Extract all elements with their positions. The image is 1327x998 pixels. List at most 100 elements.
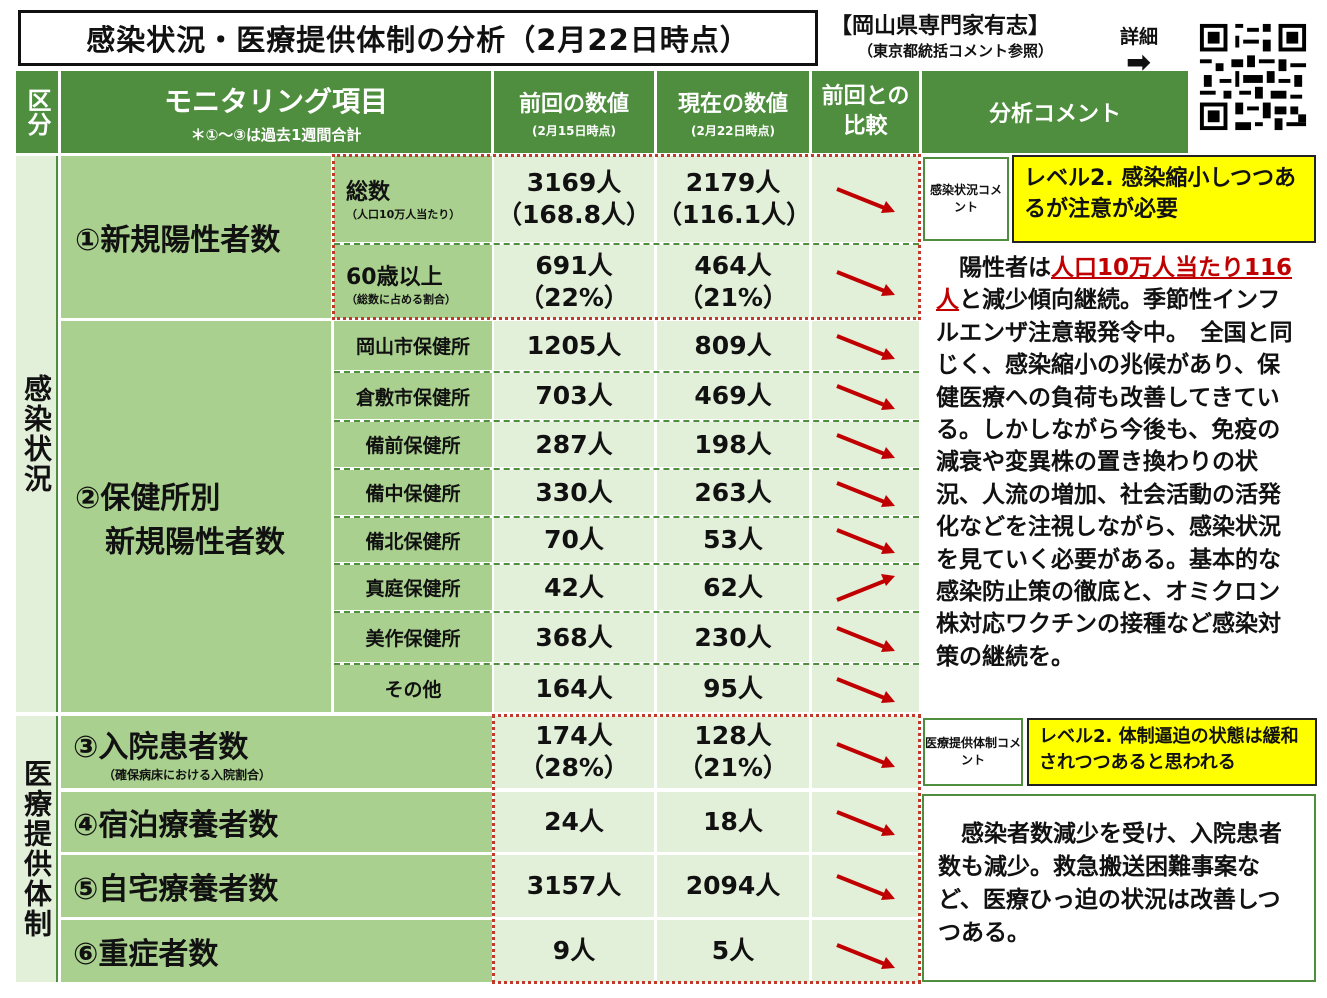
center-row-trend bbox=[812, 470, 919, 515]
lodging-label: ④宿泊療養者数 bbox=[73, 808, 279, 843]
over60-label: 60歳以上 bbox=[346, 265, 443, 290]
qr-code-icon[interactable] bbox=[1196, 20, 1310, 134]
center-curr-value: 809人 bbox=[694, 330, 772, 360]
row-divider bbox=[334, 468, 919, 470]
center-curr-value: 62人 bbox=[703, 572, 763, 602]
center-prev-value: 1205人 bbox=[526, 330, 622, 360]
center-curr-value: 198人 bbox=[694, 429, 772, 459]
total-label: 総数 bbox=[346, 180, 391, 205]
severe-curr: 5人 bbox=[657, 920, 809, 982]
center-prev-value: 287人 bbox=[535, 429, 613, 459]
medical-comment-label-text: 医療提供体制コメント bbox=[925, 736, 1022, 767]
row-divider bbox=[334, 516, 919, 518]
header-category-text: 区分 bbox=[23, 88, 51, 136]
lodging-prev: 24人 bbox=[494, 792, 654, 852]
section-infection-text: 感染状況 bbox=[20, 374, 53, 494]
total-prev: 3169人 （168.8人） bbox=[494, 156, 654, 242]
infection-comment-label: 感染状況コメント bbox=[923, 157, 1009, 241]
hospital-curr-rate: （21%） bbox=[678, 753, 788, 782]
total-curr-rate: （116.1人） bbox=[657, 200, 812, 229]
center-row-prev: 42人 bbox=[494, 565, 654, 610]
center-curr-value: 469人 bbox=[694, 381, 772, 410]
by-center-label2: 新規陽性者数 bbox=[105, 524, 285, 560]
trend-down-icon bbox=[835, 384, 895, 410]
severe-prev-value: 9人 bbox=[552, 936, 596, 965]
infection-level-text: レベル2. 感染縮小しつつあるが注意が必要 bbox=[1024, 166, 1297, 222]
detail-label: 詳細 bbox=[1120, 26, 1159, 48]
header-item: モニタリング項目 ＊①～③は過去1週間合計 bbox=[61, 71, 491, 153]
over60-curr: 464人 （21%） bbox=[657, 245, 809, 318]
center-row-trend bbox=[812, 613, 919, 662]
center-row-prev: 703人 bbox=[494, 373, 654, 419]
home-curr-value: 2094人 bbox=[685, 871, 781, 900]
center-row-curr: 198人 bbox=[657, 422, 809, 467]
over60-curr-value: 464人 bbox=[694, 250, 772, 280]
trend-down-icon bbox=[835, 943, 895, 969]
page-title: 感染状況・医療提供体制の分析（2月22日時点） bbox=[18, 10, 818, 66]
row-by-center-label: ②保健所別 新規陽性者数 bbox=[61, 321, 331, 712]
over60-trend bbox=[812, 245, 919, 318]
center-row-curr: 469人 bbox=[657, 373, 809, 419]
hospital-label: ③入院患者数 bbox=[73, 730, 249, 765]
lodging-curr-value: 18人 bbox=[703, 807, 763, 836]
center-prev-value: 164人 bbox=[535, 673, 613, 703]
center-row-label: 倉敷市保健所 bbox=[334, 373, 492, 419]
hospital-prev-value: 174人 bbox=[535, 721, 613, 750]
trend-down-icon bbox=[835, 874, 895, 900]
severe-label: ⑥重症者数 bbox=[73, 937, 219, 972]
row-lodging-label: ④宿泊療養者数 bbox=[61, 792, 492, 852]
center-row-curr: 95人 bbox=[657, 665, 809, 712]
center-row-trend bbox=[812, 565, 919, 610]
row-home-label: ⑤自宅療養者数 bbox=[61, 855, 492, 917]
infection-comment: 陽性者は人口10万人当たり116人と減少傾向継続。季節性インフルエンザ注意報発令… bbox=[922, 252, 1316, 710]
center-prev-value: 330人 bbox=[535, 477, 613, 507]
center-name: 備前保健所 bbox=[365, 435, 461, 457]
header-curr-date: (2月22日時点) bbox=[690, 123, 776, 138]
center-prev-value: 368人 bbox=[535, 622, 613, 652]
medical-comment-label: 医療提供体制コメント bbox=[923, 718, 1023, 786]
lodging-curr: 18人 bbox=[657, 792, 809, 852]
medical-level-text: レベル2. 体制逼迫の状態は緩和されつつあると思われる bbox=[1039, 726, 1299, 773]
center-row-trend bbox=[812, 422, 919, 467]
trend-down-icon bbox=[835, 269, 895, 296]
center-row-label: 真庭保健所 bbox=[334, 565, 492, 610]
center-name: 岡山市保健所 bbox=[355, 336, 470, 358]
center-curr-value: 53人 bbox=[703, 525, 763, 554]
center-row-prev: 368人 bbox=[494, 613, 654, 662]
header-prev-date: (2月15日時点) bbox=[531, 123, 617, 138]
hospital-curr-value: 128人 bbox=[694, 721, 772, 750]
header-compare-text: 前回との比較 bbox=[821, 84, 910, 139]
lodging-trend bbox=[812, 792, 919, 852]
over60-prev: 691人 （22%） bbox=[494, 245, 654, 318]
total-prev-rate: （168.8人） bbox=[496, 200, 652, 229]
trend-down-icon bbox=[835, 810, 895, 836]
center-row-curr: 230人 bbox=[657, 613, 809, 662]
center-row-label: 備中保健所 bbox=[334, 470, 492, 515]
section-infection: 感染状況 bbox=[16, 156, 58, 712]
row-divider bbox=[334, 563, 919, 565]
page-title-text: 感染状況・医療提供体制の分析（2月22日時点） bbox=[86, 23, 750, 57]
center-row-curr: 263人 bbox=[657, 470, 809, 515]
trend-down-icon bbox=[835, 187, 895, 213]
center-row-prev: 70人 bbox=[494, 518, 654, 562]
infection-comment-label-text: 感染状況コメント bbox=[929, 183, 1002, 214]
total-curr: 2179人 （116.1人） bbox=[657, 156, 812, 242]
header-curr-text: 現在の数値 bbox=[677, 91, 788, 117]
medical-level-badge: レベル2. 体制逼迫の状態は緩和されつつあると思われる bbox=[1027, 718, 1317, 786]
home-curr: 2094人 bbox=[657, 855, 809, 917]
center-row-prev: 287人 bbox=[494, 422, 654, 467]
row-new-positive-label: ①新規陽性者数 bbox=[61, 156, 331, 318]
trend-down-icon bbox=[835, 742, 895, 768]
detail-link[interactable]: 詳細 ➡ bbox=[1120, 22, 1159, 78]
center-prev-value: 70人 bbox=[544, 525, 604, 554]
trend-up-icon bbox=[835, 573, 895, 602]
center-row-prev: 164人 bbox=[494, 665, 654, 712]
lodging-prev-value: 24人 bbox=[544, 807, 604, 836]
over60-prev-value: 691人 bbox=[535, 250, 613, 280]
org-name: 【岡山県専門家有志】 bbox=[830, 14, 1051, 39]
severe-prev: 9人 bbox=[494, 920, 654, 982]
header-comment-text: 分析コメント bbox=[988, 102, 1121, 127]
trend-down-icon bbox=[835, 432, 895, 459]
hospital-prev-rate: （28%） bbox=[519, 753, 629, 782]
header-item-note: ＊①～③は過去1週間合計 bbox=[190, 125, 362, 144]
